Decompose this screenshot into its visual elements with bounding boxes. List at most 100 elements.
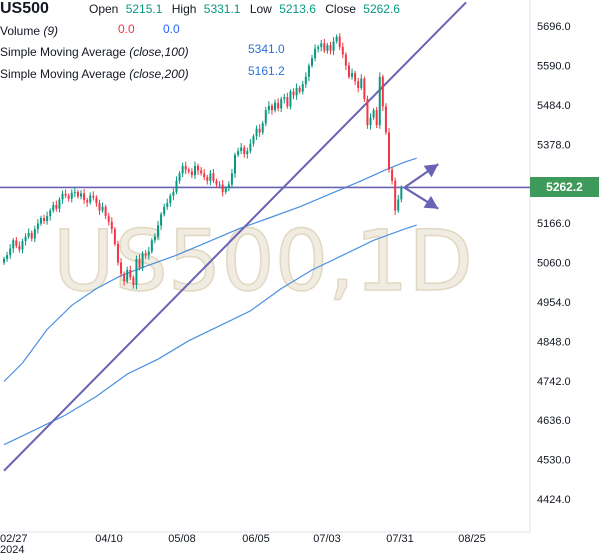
candle-body: [138, 258, 141, 269]
candle-body: [283, 97, 286, 100]
candle-body: [329, 45, 332, 51]
high-label: High: [171, 2, 197, 16]
x-tick-label: 2024: [0, 544, 24, 556]
sma100-line[interactable]: [3, 157, 417, 382]
candle-body: [132, 277, 135, 285]
y-tick-label: 4742.0: [537, 376, 571, 388]
x-tick-label: 06/05: [242, 533, 270, 545]
volume-period: (9): [43, 24, 59, 38]
y-tick-label: 4954.0: [537, 297, 571, 309]
current-price-tag: 5262.2: [530, 177, 599, 198]
candle-body: [6, 255, 9, 259]
candle-body: [197, 165, 200, 171]
chart-legend: US500 Open 5215.1 High 5331.1 Low 5213.6…: [0, 0, 530, 90]
candle-body: [144, 253, 147, 256]
candle-body: [378, 76, 381, 126]
candle-body: [184, 165, 187, 170]
candle-body: [43, 217, 46, 221]
candle-body: [178, 173, 181, 181]
candle-body: [70, 192, 73, 199]
low-label: Low: [249, 2, 272, 16]
candle-body: [354, 73, 357, 82]
x-tick-label: 02/27: [0, 533, 28, 545]
candle-body: [258, 128, 261, 133]
y-tick-label: 5060.0: [537, 258, 571, 270]
candle-body: [344, 54, 347, 66]
candle-body: [388, 132, 390, 170]
sma200-label[interactable]: Simple Moving Average: [0, 67, 126, 81]
open-label: Open: [89, 2, 119, 16]
x-tick-label: 08/25: [458, 533, 486, 545]
volume-label[interactable]: Volume: [0, 24, 41, 38]
candle-body: [397, 199, 400, 211]
candle-body: [95, 197, 98, 204]
y-tick-label: 4530.0: [537, 455, 571, 467]
candle-body: [163, 206, 166, 215]
candle-body: [357, 81, 360, 88]
candle-body: [141, 253, 144, 269]
candle-body: [49, 210, 52, 217]
candle-body: [323, 43, 326, 51]
candle-body: [347, 65, 350, 77]
candle-body: [246, 151, 249, 155]
symbol-name[interactable]: US500: [0, 0, 49, 17]
candle-body: [64, 193, 67, 196]
candle-body: [86, 200, 89, 203]
candle-body: [18, 245, 21, 250]
candle-body: [83, 193, 86, 201]
candle-body: [320, 43, 323, 48]
candle-body: [190, 171, 193, 176]
candle-body: [166, 203, 169, 207]
x-tick-label: 05/08: [168, 533, 196, 545]
candle-body: [243, 147, 246, 155]
candle-body: [193, 165, 196, 176]
candle-body: [261, 123, 264, 133]
candle-body: [160, 214, 163, 226]
candle-body: [123, 273, 126, 282]
candle-body: [237, 151, 240, 155]
y-tick-label: 4848.0: [537, 336, 571, 348]
candle-body: [15, 240, 18, 246]
candle-body: [215, 180, 218, 185]
sma100-args: (close,100): [129, 45, 189, 59]
candle-body: [36, 223, 39, 230]
sma200-value: 5161.2: [248, 64, 285, 78]
candle-body: [391, 169, 394, 181]
sma200-line[interactable]: [3, 224, 417, 446]
candle-body: [384, 106, 387, 133]
candle-body: [252, 136, 255, 144]
candle-body: [270, 105, 273, 111]
sma100-label[interactable]: Simple Moving Average: [0, 45, 126, 59]
candle-body: [311, 58, 313, 66]
candle-body: [169, 195, 172, 204]
symbol-watermark: US500,1D: [53, 212, 473, 310]
candle-body: [307, 65, 310, 77]
candle-body: [363, 78, 366, 100]
candle-body: [157, 225, 159, 237]
candle-body: [218, 184, 221, 186]
candle-body: [375, 110, 378, 126]
y-tick-label: 4636.0: [537, 415, 571, 427]
candle-body: [113, 229, 116, 245]
candle-body: [55, 204, 58, 209]
candle-body: [150, 240, 153, 252]
candle-body: [209, 173, 212, 181]
candle-body: [187, 169, 190, 172]
candle-body: [289, 91, 292, 107]
candle-body: [274, 102, 277, 111]
high-value: 5331.1: [203, 2, 241, 16]
candle-body: [129, 270, 132, 278]
y-tick-label: 5590.0: [537, 61, 571, 73]
trend-line[interactable]: [3, 1, 467, 472]
candle-body: [73, 191, 76, 193]
close-value: 5262.6: [363, 2, 400, 16]
candle-body: [298, 87, 301, 92]
candle-body: [147, 251, 150, 256]
candle-body: [58, 199, 61, 209]
volume-value-1: 0.0: [118, 22, 135, 36]
x-tick-label: 07/03: [313, 533, 341, 545]
candle-body: [107, 216, 110, 222]
y-tick-label: 5484.0: [537, 100, 571, 112]
candle-body: [212, 173, 215, 181]
